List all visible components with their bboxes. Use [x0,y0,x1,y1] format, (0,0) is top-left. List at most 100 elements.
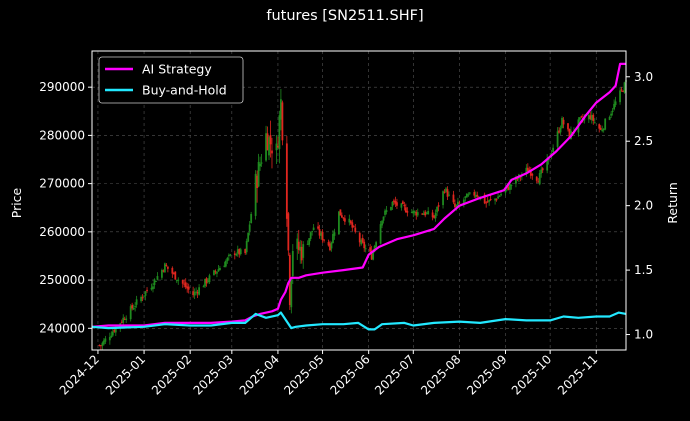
candle-body [421,213,424,215]
candle-body [622,90,624,92]
candle-body [535,176,538,181]
candle-body [132,307,135,310]
candle-body [257,161,260,187]
y-tick-label-right: 1.5 [634,263,653,277]
candle-body [510,184,513,186]
candle-body [604,118,607,130]
candle-body [425,212,428,214]
candle-body [330,242,333,249]
y-tick-label-left: 240000 [39,321,85,335]
candle-body [333,232,336,236]
candle-body [559,127,562,133]
y-axis-label-right: Return [665,182,680,223]
candle-body [540,169,543,174]
candle-body [281,102,284,141]
series-line-buy-and-hold [91,311,627,331]
candle-body [587,115,590,120]
candle-body [271,150,273,154]
candle-body [562,119,565,125]
candle-body [381,220,383,226]
candle-body [300,246,303,261]
candle-body [608,116,611,120]
candle-body [312,227,315,231]
candle-body [114,327,117,333]
candle-body [144,291,147,296]
candle-body [495,199,498,201]
candle-body [131,304,134,309]
series-lines [91,62,627,331]
candle-body [204,278,206,287]
candle-body [360,239,363,245]
candle-body [101,342,104,346]
candle-body [175,280,178,282]
candle-body [183,283,186,285]
y-axis-label-left: Price [9,187,24,218]
candle-body [277,145,279,148]
candle-body [224,260,227,267]
candle-body [382,216,385,221]
candle-body [226,257,229,261]
candle-body [202,286,205,288]
legend-label: Buy-and-Hold [142,83,227,98]
candle-body [108,337,111,341]
candle-body [308,238,311,245]
candle-body [620,89,623,91]
candle-body [525,167,528,174]
candle-body [509,183,511,190]
candle-body [153,279,156,285]
candle-body [593,122,596,124]
candle-body [275,143,278,151]
candle-body [416,212,419,216]
candle-body [152,286,154,290]
y-tick-label-right: 2.5 [634,134,653,148]
candle-body [187,286,190,290]
candle-body [110,335,113,338]
candle-body [601,129,604,132]
candle-body [385,210,388,212]
candle-body [318,229,321,236]
candle-body [458,202,461,204]
candle-body [143,295,145,297]
candle-body [364,248,367,250]
candle-body [610,113,613,116]
candle-body [590,115,593,121]
candle-body [205,278,208,284]
candle-body [455,204,458,208]
candle-body [227,255,230,257]
x-tick-label: 2025-11 [555,352,600,397]
candle-body [156,276,159,280]
candle-body [184,282,187,288]
candle-body [424,211,427,216]
candle-body [529,170,532,176]
candle-body [123,318,126,320]
candle-body [483,194,486,204]
candle-body [195,291,198,293]
candle-body [473,192,476,196]
candle-body [578,117,581,120]
candle-body [568,128,571,139]
candle-body [391,201,394,207]
candle-body [268,137,270,156]
candle-body [217,269,220,272]
candle-body [413,211,416,213]
candle-body [507,186,510,190]
candle-body [166,266,169,269]
candle-body [259,163,261,167]
candle-body [260,162,263,164]
candle-body [448,194,450,196]
candle-body [250,213,253,224]
candle-body [186,286,189,289]
candle-body [614,101,617,105]
candle-body [354,227,357,232]
candle-body [462,199,465,204]
candle-body [265,133,267,161]
candle-body [485,202,488,204]
candle-body [269,135,272,145]
candle-body [431,212,434,218]
candle-body [239,249,242,255]
candle-body [442,191,444,206]
candle-body [291,251,294,277]
candle-body [393,200,395,202]
candle-body [464,196,467,198]
